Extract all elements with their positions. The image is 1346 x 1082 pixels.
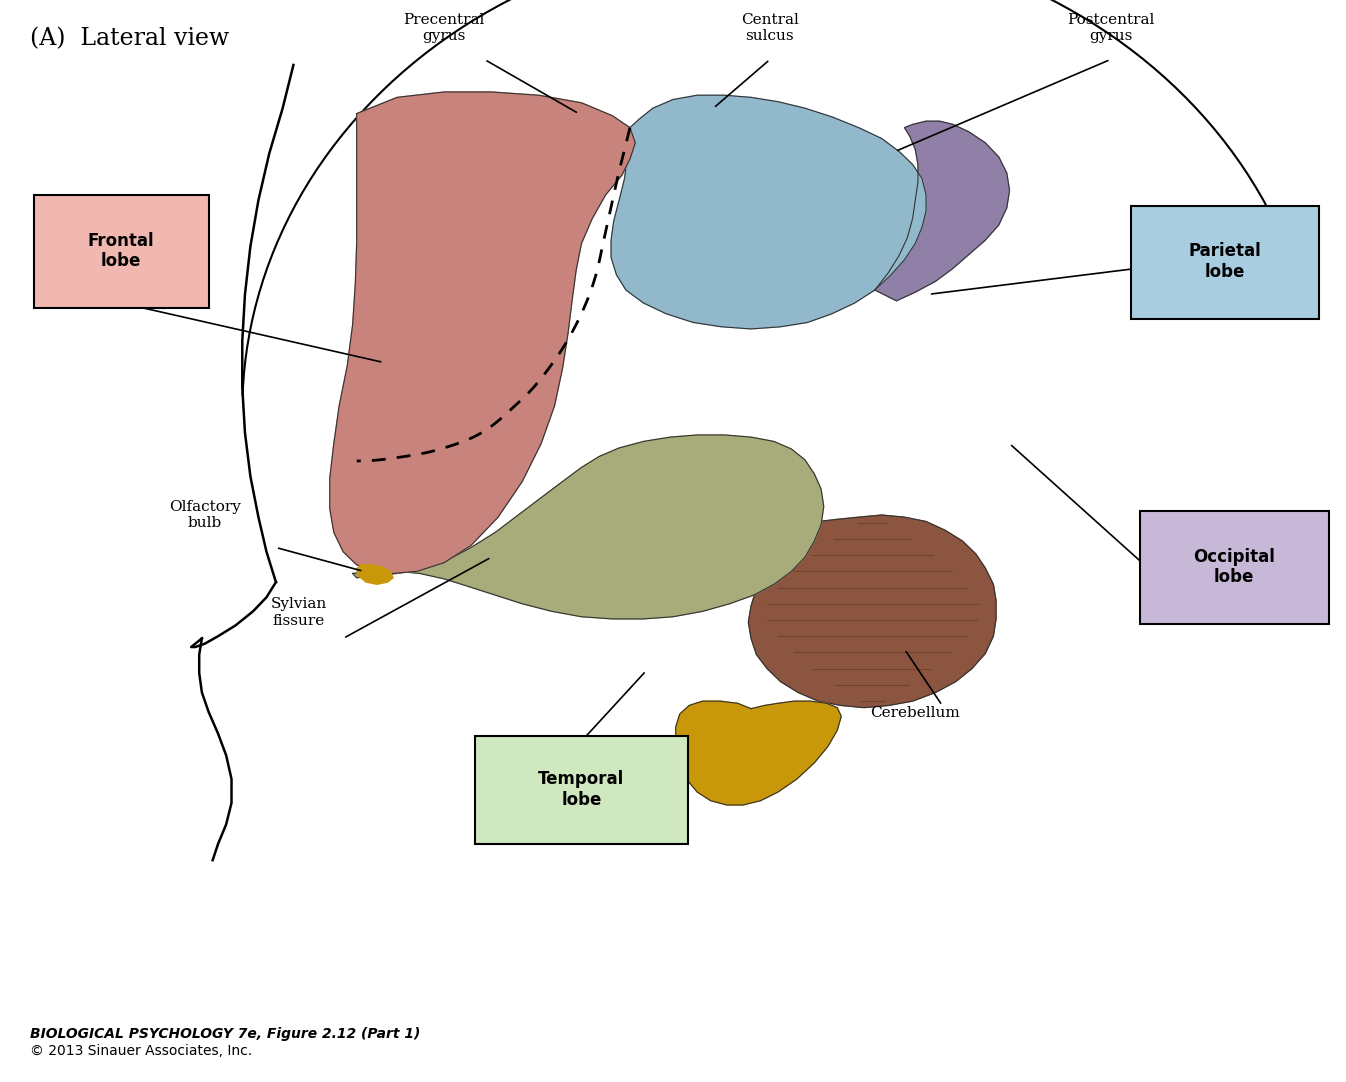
FancyBboxPatch shape [475,736,688,844]
Polygon shape [875,121,1010,301]
Text: Temporal
lobe: Temporal lobe [538,770,625,809]
Polygon shape [357,565,393,584]
Text: (A)  Lateral view: (A) Lateral view [30,27,229,50]
Text: Olfactory
bulb: Olfactory bulb [168,500,241,530]
Text: Cerebellum: Cerebellum [871,705,960,720]
Text: Occipital
lobe: Occipital lobe [1194,547,1275,586]
Text: Frontal
lobe: Frontal lobe [87,232,155,270]
FancyBboxPatch shape [1140,511,1329,624]
Text: Postcentral
gyrus: Postcentral gyrus [1067,13,1154,43]
Text: Sylvian
fissure: Sylvian fissure [271,597,327,628]
Polygon shape [748,515,996,708]
FancyBboxPatch shape [34,195,209,308]
Text: Central
sulcus: Central sulcus [742,13,798,43]
Text: © 2013 Sinauer Associates, Inc.: © 2013 Sinauer Associates, Inc. [30,1044,252,1058]
Polygon shape [676,701,841,805]
FancyBboxPatch shape [1131,206,1319,319]
Polygon shape [330,92,635,573]
Polygon shape [611,95,926,329]
Text: Parietal
lobe: Parietal lobe [1189,242,1261,281]
Text: Precentral
gyrus: Precentral gyrus [404,13,485,43]
Text: BIOLOGICAL PSYCHOLOGY 7e, Figure 2.12 (Part 1): BIOLOGICAL PSYCHOLOGY 7e, Figure 2.12 (P… [30,1027,420,1041]
Polygon shape [353,435,824,619]
